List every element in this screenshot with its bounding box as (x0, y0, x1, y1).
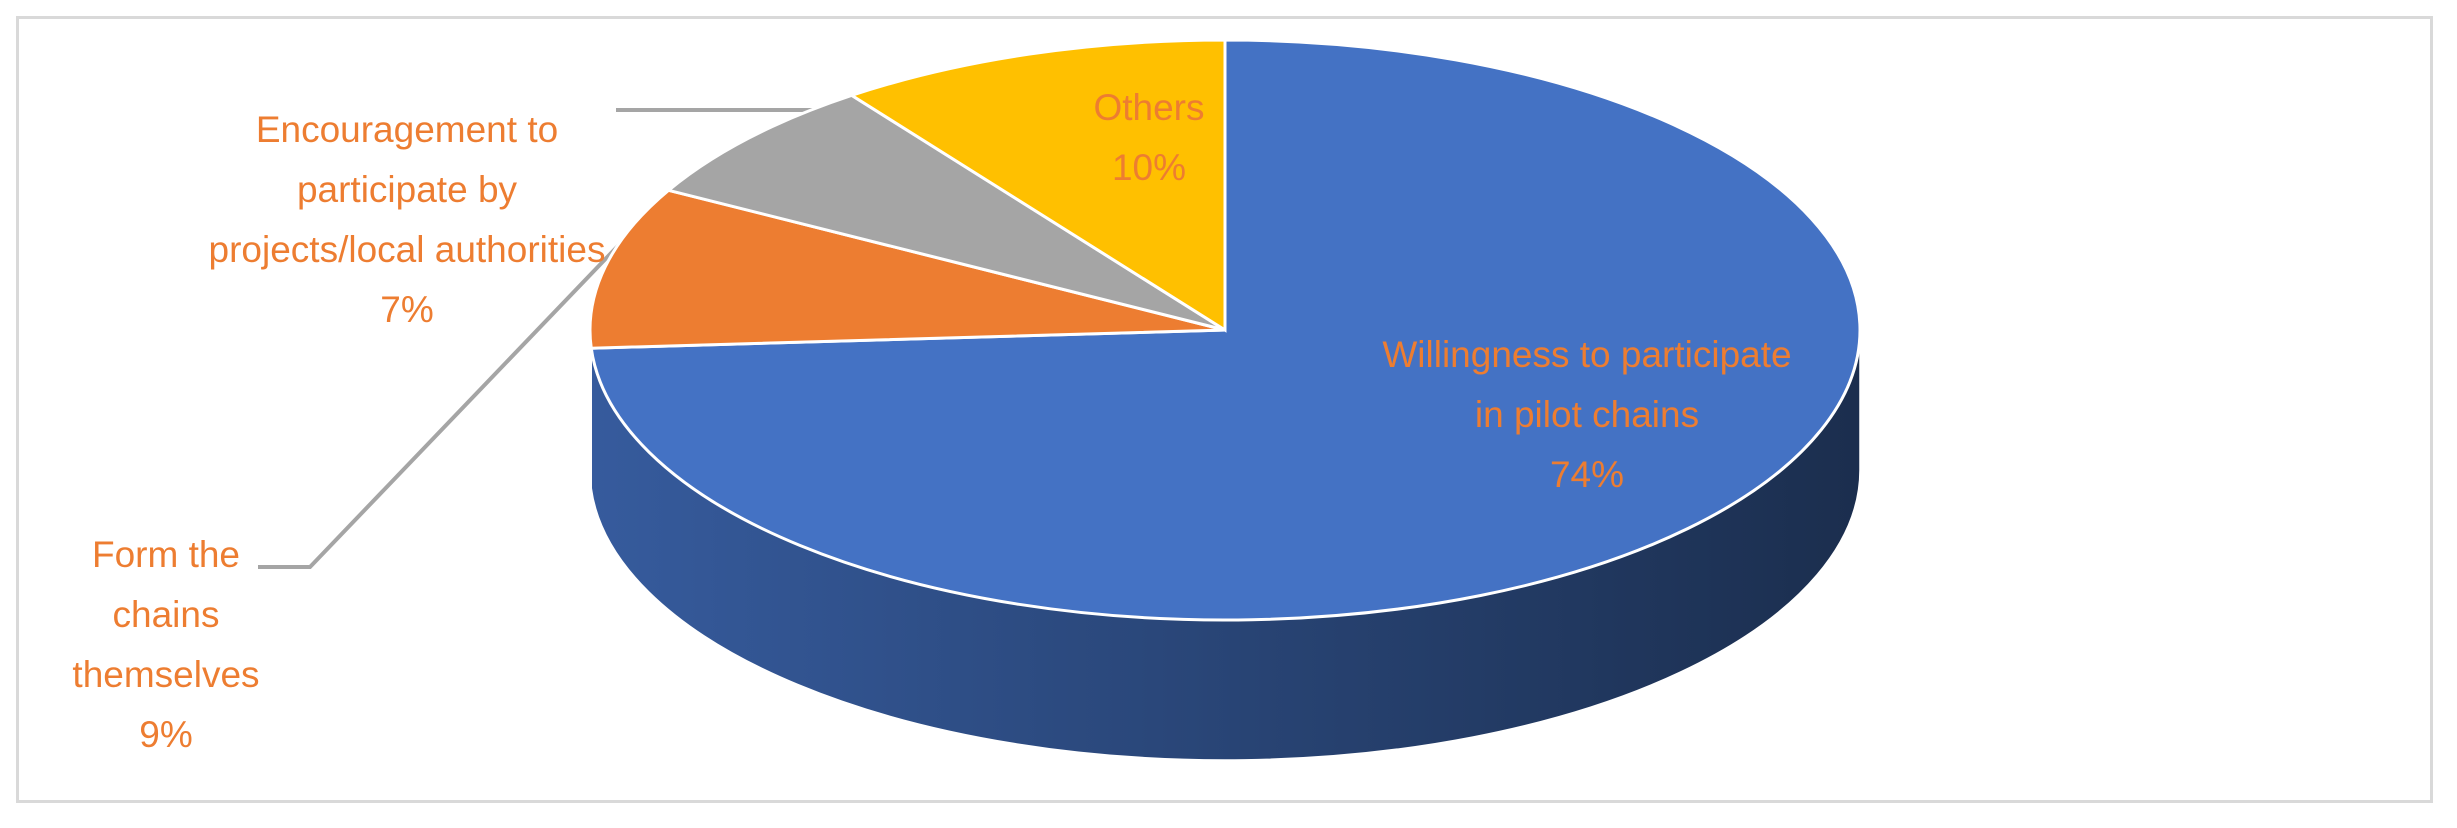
value-label: 9% (139, 714, 193, 755)
data-label: Encouragement to participate by projects… (197, 100, 617, 340)
slice (848, 38, 1227, 333)
category-label: Encouragement to participate by projects… (208, 109, 606, 270)
chart-frame (16, 16, 2433, 803)
value-label: 10% (1111, 147, 1187, 188)
leader-line (258, 222, 641, 569)
category-label: Form the chains themselves (72, 534, 260, 695)
category-label: Willingness to participate in pilot chai… (1382, 334, 1792, 435)
category-label: Others (1093, 87, 1205, 128)
value-label: 7% (380, 289, 434, 330)
data-label: Form the chains themselves 9% (51, 525, 281, 765)
data-label: Willingness to participate in pilot chai… (1367, 325, 1807, 505)
value-label: 74% (1549, 454, 1625, 495)
slice (665, 93, 1226, 332)
slice (588, 188, 1226, 350)
data-label: Others 10% (1064, 78, 1234, 198)
